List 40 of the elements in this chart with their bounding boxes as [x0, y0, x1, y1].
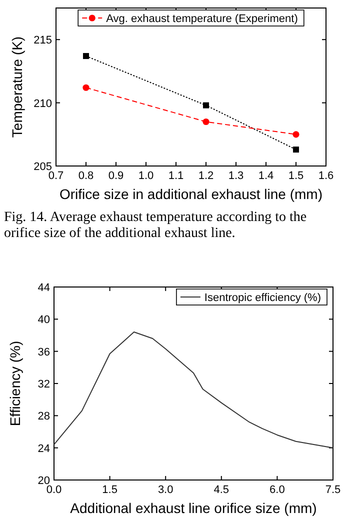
- x-tick-label: 4.5: [214, 484, 230, 496]
- y-tick-label: 36: [38, 346, 50, 358]
- x-tick-label: 1.0: [138, 170, 154, 182]
- x-tick-label: 3.0: [158, 484, 174, 496]
- x-axis-title: Additional exhaust line orifice size (mm): [70, 500, 317, 516]
- y-tick-label: 215: [34, 34, 52, 47]
- caption: Fig. 14. Average exhaust temperature according to the orifice size of the additional exhaust line.: [4, 210, 307, 241]
- y-tick-label: 24: [38, 442, 50, 455]
- y-tick-label: 44: [38, 282, 50, 294]
- y-tick-label: 40: [38, 314, 50, 326]
- x-tick-label: 1.4: [258, 170, 274, 182]
- x-tick-label: 1.1: [168, 170, 184, 182]
- x-tick-label: 0.7: [48, 170, 64, 182]
- y-tick-label: 28: [38, 410, 50, 423]
- x-tick-label: 1.3: [228, 170, 244, 182]
- y-axis-title: Efficiency (%): [7, 340, 23, 426]
- point: [83, 53, 89, 60]
- y-tick-label: 32: [38, 378, 50, 390]
- legend-label: Avg. exhaust temperature (Experiment): [106, 13, 298, 25]
- line-series: [54, 332, 334, 448]
- x-tick-label: 6.0: [270, 484, 285, 496]
- point: [293, 146, 299, 153]
- legend-label: Isentropic efficiency (%): [204, 292, 322, 304]
- x-tick-label: 7.5: [325, 484, 341, 496]
- point: [82, 84, 90, 91]
- y-axis-title: Temperature (K): [9, 36, 25, 138]
- x-tick-label: 1.5: [102, 484, 118, 496]
- x-tick-label: 1.2: [198, 170, 214, 182]
- point: [292, 131, 300, 138]
- x-axis-title: Orifice size in additional exhaust line (mm): [60, 186, 322, 202]
- x-tick-label: 1.6: [318, 170, 334, 182]
- x-tick-label: 0.9: [108, 170, 124, 182]
- y-tick-label: 210: [34, 98, 52, 110]
- point: [202, 118, 210, 126]
- x-tick-label: 0.0: [46, 484, 62, 496]
- y-tick-label: 205: [34, 161, 52, 173]
- point: [203, 102, 209, 108]
- x-tick-label: 0.8: [78, 170, 94, 182]
- x-tick-label: 1.5: [288, 170, 304, 182]
- y-tick-label: 20: [38, 475, 50, 487]
